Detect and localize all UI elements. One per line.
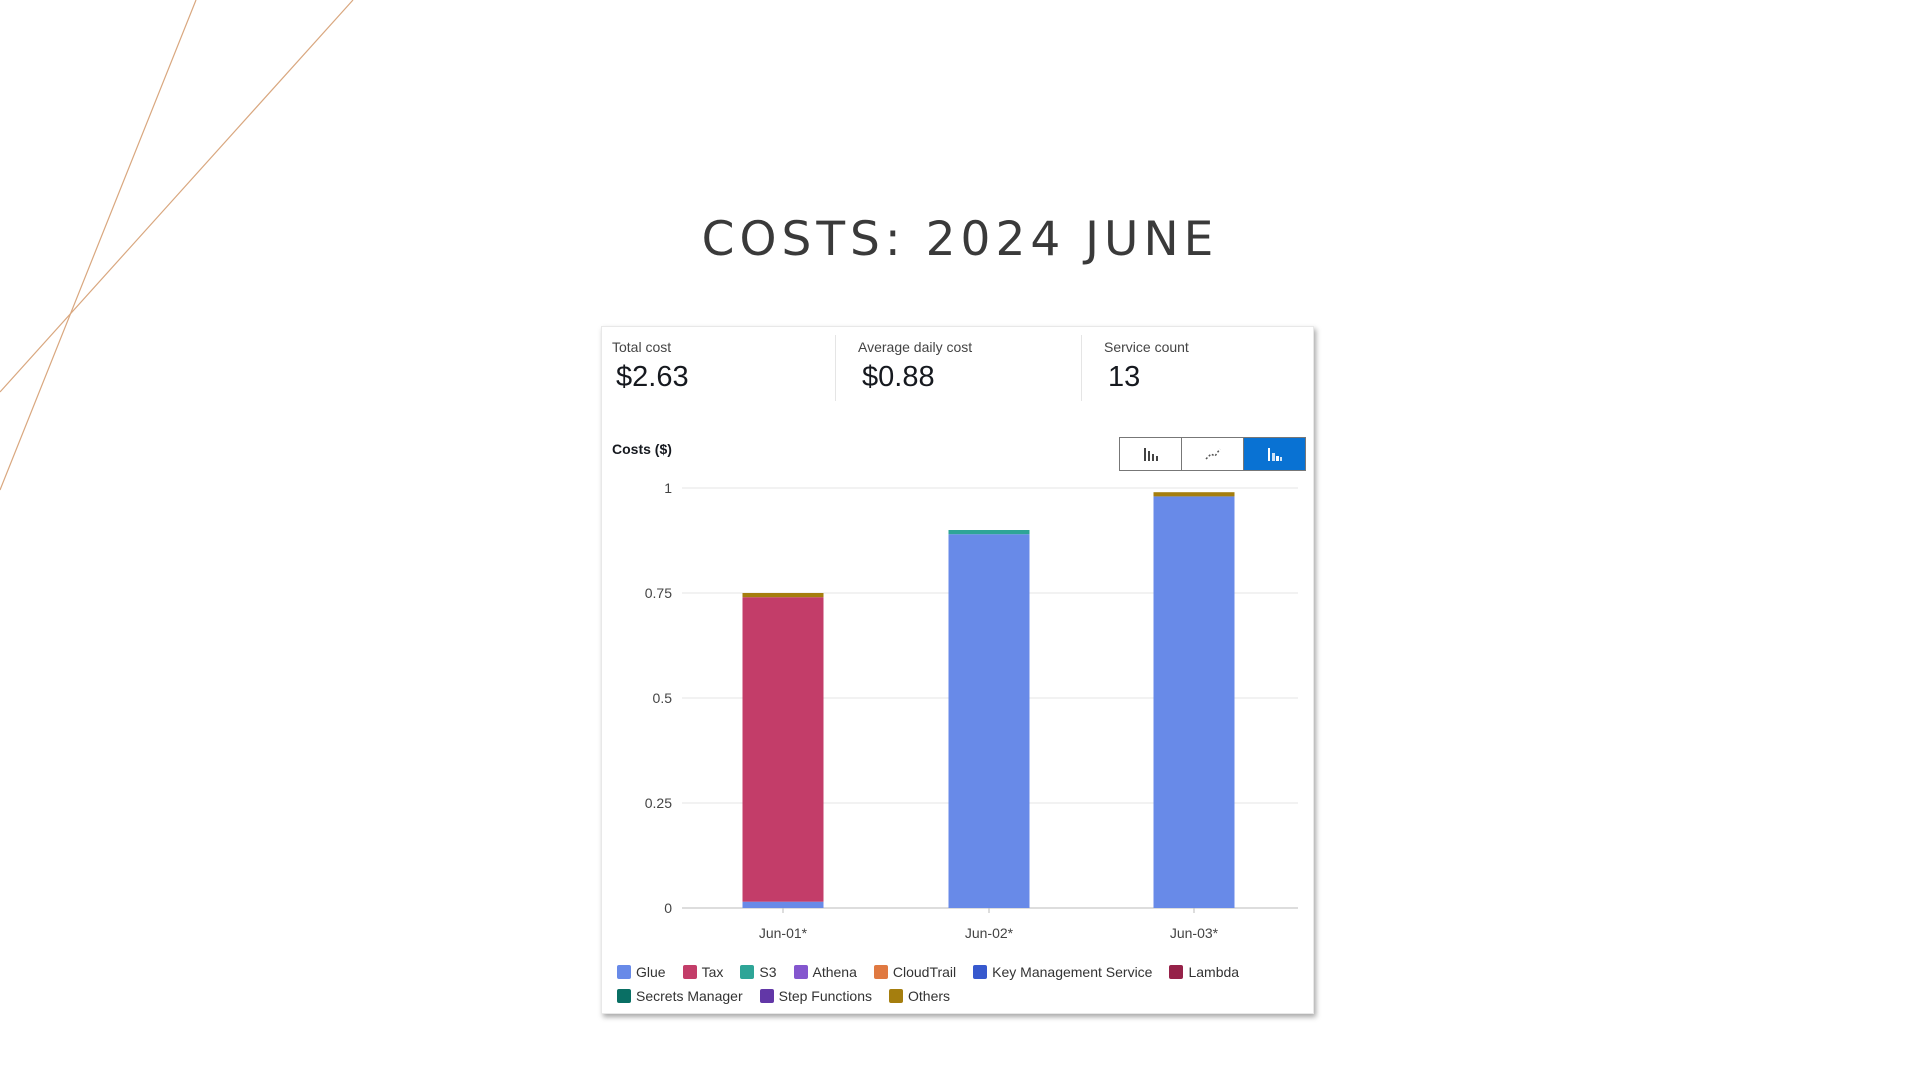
- legend-swatch: [682, 965, 697, 979]
- divider: [1081, 335, 1082, 401]
- bar-segment-others: [1153, 492, 1235, 497]
- bar-segment-others: [742, 593, 824, 598]
- stat-value: 13: [1108, 361, 1141, 393]
- legend-item[interactable]: Key Management Service: [973, 963, 1152, 981]
- legend-item[interactable]: Others: [889, 987, 950, 1005]
- stacked-bar-chart: 0 0.25 0.5 0.75 1 Jun-01* Jun-02* Jun-03*: [645, 480, 1298, 941]
- bar-segment-glue: [948, 534, 1030, 908]
- legend-item[interactable]: Athena: [793, 963, 857, 981]
- legend-item[interactable]: Lambda: [1169, 963, 1239, 981]
- y-tick-label: 0.25: [645, 795, 672, 811]
- x-tick-label: Jun-01*: [759, 925, 808, 941]
- bar-segment-glue: [742, 901, 824, 908]
- legend-label: Tax: [701, 964, 724, 980]
- legend-label: Key Management Service: [992, 964, 1153, 980]
- stat-label: Service count: [1104, 339, 1189, 355]
- total-cost-stat: Total cost $2.63: [612, 339, 689, 405]
- bar-segment-glue: [1153, 496, 1235, 908]
- legend-label: S3: [759, 964, 777, 980]
- legend-swatch: [740, 965, 755, 979]
- slide-title: COSTS: 2024 JUNE: [701, 212, 1219, 267]
- cost-card: Total cost $2.63 Average daily cost $0.8…: [601, 326, 1314, 1014]
- legend-label: Step Functions: [778, 988, 872, 1004]
- bar-chart-icon: [1143, 448, 1158, 461]
- decor-line: [0, 0, 197, 491]
- legend-label: Athena: [812, 964, 857, 980]
- divider: [835, 335, 836, 401]
- legend-label: Others: [908, 988, 951, 1004]
- stat-label: Total cost: [612, 339, 672, 355]
- chart-type-toggle: [1119, 437, 1306, 471]
- stacked-bar-chart-button[interactable]: [1244, 438, 1305, 470]
- y-tick-label: 1: [664, 480, 672, 496]
- legend-item[interactable]: Secrets Manager: [617, 987, 743, 1005]
- x-tick-label: Jun-02*: [965, 925, 1014, 941]
- bar-segment-s3: [948, 530, 1030, 535]
- stat-value: $2.63: [616, 361, 689, 393]
- legend-label: Lambda: [1188, 964, 1240, 980]
- legend-item[interactable]: CloudTrail: [873, 963, 957, 981]
- legend-item[interactable]: Step Functions: [759, 987, 872, 1005]
- line-chart-icon: [1204, 448, 1221, 460]
- legend-label: Glue: [636, 964, 666, 980]
- legend-swatch: [617, 965, 631, 979]
- legend-swatch: [973, 965, 988, 979]
- average-daily-cost-stat: Average daily cost $0.88: [858, 339, 972, 405]
- legend-item[interactable]: S3: [740, 963, 777, 981]
- legend-swatch: [1169, 965, 1184, 979]
- legend-item[interactable]: Glue: [617, 963, 666, 981]
- legend-swatch: [617, 989, 631, 1003]
- x-tick-label: Jun-03*: [1170, 925, 1219, 941]
- decor-line: [0, 0, 354, 393]
- y-tick-label: 0.5: [653, 690, 673, 706]
- legend-item[interactable]: Tax: [682, 963, 724, 981]
- bar-chart-button[interactable]: [1120, 438, 1182, 470]
- legend-swatch: [793, 965, 808, 979]
- legend-swatch: [873, 965, 888, 979]
- bar-segment-tax: [742, 597, 824, 902]
- line-chart-button[interactable]: [1182, 438, 1244, 470]
- chart-title: Costs ($): [612, 441, 672, 457]
- legend-swatch: [889, 989, 903, 1003]
- stacked-bar-chart-icon: [1267, 448, 1282, 461]
- chart-legend: Glue Tax S3 Athena CloudTrail Key Management …: [617, 963, 1307, 1005]
- y-tick-label: 0: [664, 900, 672, 916]
- stat-value: $0.88: [862, 361, 935, 393]
- y-tick-label: 0.75: [645, 585, 672, 601]
- legend-label: Secrets Manager: [636, 988, 743, 1004]
- legend-swatch: [759, 989, 774, 1003]
- decorative-lines: [0, 0, 354, 491]
- service-count-stat: Service count 13: [1104, 339, 1189, 405]
- legend-label: CloudTrail: [892, 964, 957, 980]
- stat-label: Average daily cost: [858, 339, 973, 355]
